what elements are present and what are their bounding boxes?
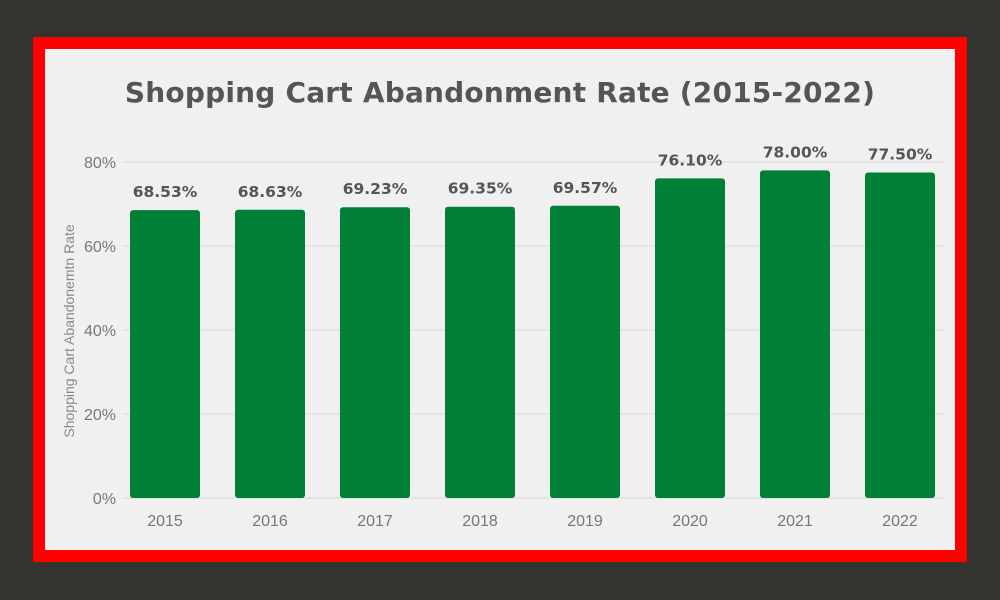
bars [130, 170, 935, 499]
x-tick-label-2018: 2018 [462, 513, 498, 530]
bar-2018 [445, 206, 515, 499]
data-label-2019: 69.57% [553, 179, 618, 197]
bar-2015 [130, 210, 200, 498]
data-label-2017: 69.23% [343, 180, 408, 198]
y-axis-title: Shopping Cart Abandonemtn Rate [61, 224, 77, 437]
x-tick-label-2019: 2019 [567, 513, 603, 530]
bar-2016 [235, 209, 305, 498]
data-label-2020: 76.10% [658, 151, 723, 169]
x-tick-label-2017: 2017 [357, 513, 393, 530]
data-label-2016: 68.63% [238, 183, 303, 201]
data-label-2021: 78.00% [763, 143, 828, 161]
bar-2017 [340, 207, 410, 498]
x-tick-label-2022: 2022 [882, 513, 918, 530]
y-tick-label: 40% [84, 323, 116, 340]
x-tick-label-2015: 2015 [147, 513, 183, 530]
bar-2022 [865, 172, 935, 498]
y-axis-ticks: 0% 20% 40% 60% 80% [84, 155, 116, 508]
data-label-2015: 68.53% [133, 183, 198, 201]
data-labels: 68.53% 68.63% 69.23% 69.35% 69.57% 76.10% 78.0… [133, 143, 933, 201]
bar-2020 [655, 178, 725, 498]
x-tick-label-2020: 2020 [672, 513, 708, 530]
x-axis-ticks: 2015 2016 2017 2018 2019 2020 2021 2022 [147, 513, 918, 530]
x-tick-label-2021: 2021 [777, 513, 813, 530]
bar-2019 [550, 205, 620, 498]
y-tick-label: 20% [84, 407, 116, 424]
y-tick-label: 80% [84, 155, 116, 172]
data-label-2018: 69.35% [448, 180, 513, 198]
y-tick-label: 60% [84, 239, 116, 256]
y-tick-label: 0% [93, 491, 116, 508]
x-tick-label-2016: 2016 [252, 513, 288, 530]
bar-2021 [760, 170, 830, 498]
chart-title: Shopping Cart Abandonment Rate (2015-202… [124, 76, 876, 109]
data-label-2022: 77.50% [868, 146, 933, 164]
